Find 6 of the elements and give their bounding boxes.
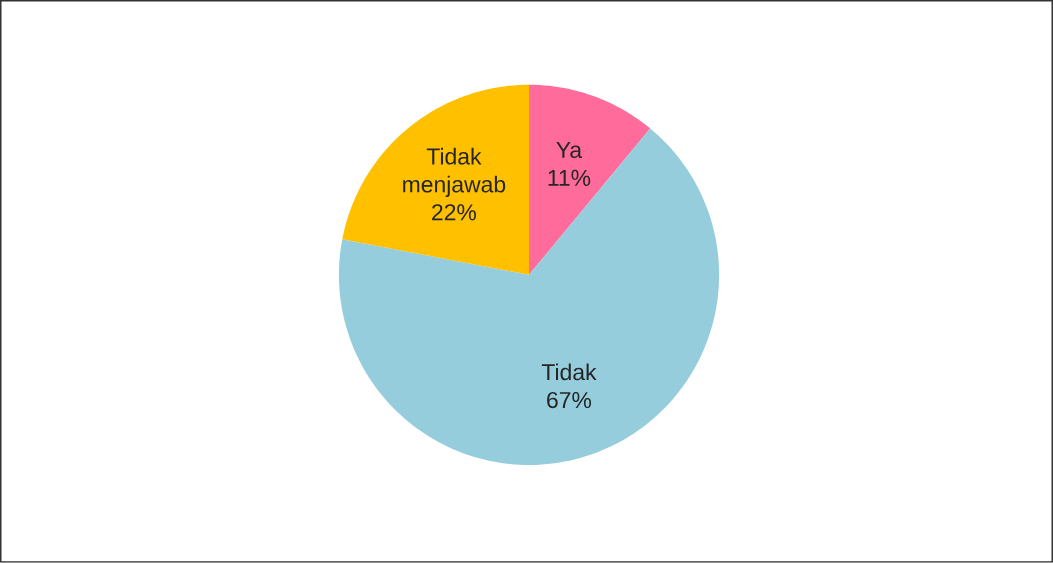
data-label: 67% [547, 392, 592, 409]
data-label: 22% [432, 204, 476, 221]
data-label: 11% [548, 169, 591, 187]
slice-label: Tidak menjawab [403, 147, 506, 198]
slice-label: Tidak [541, 363, 597, 381]
slice-label: Ya [556, 142, 583, 159]
